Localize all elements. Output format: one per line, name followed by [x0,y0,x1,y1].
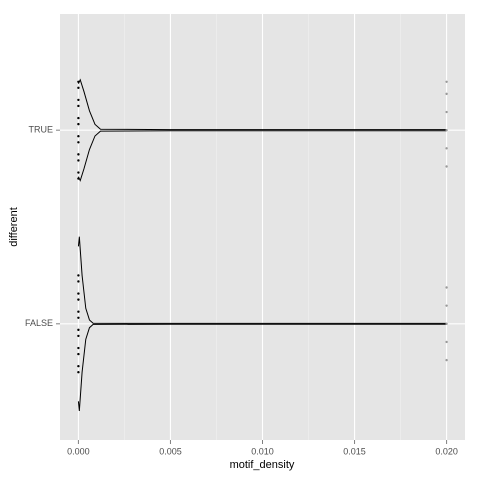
point [445,304,448,307]
point [77,86,80,90]
point [77,159,80,162]
point [77,104,80,108]
point [445,322,448,326]
point [77,346,80,350]
y-tick-label: FALSE [25,318,53,328]
violin-outline [77,323,447,412]
x-axis-title: motif_density [230,459,295,471]
point [77,141,80,144]
x-tick-label: 0.015 [343,446,366,456]
point [77,80,80,83]
point [77,98,80,102]
point [77,371,80,374]
x-tick-label: 0.005 [159,446,182,456]
point [445,358,448,362]
violin-outline [77,130,447,182]
point [77,171,80,174]
point [445,286,448,289]
point [77,328,80,332]
violin-outline [77,78,447,131]
point [77,310,80,313]
point [77,153,80,156]
violin-outline [77,236,447,324]
point [77,280,80,283]
point [77,334,80,338]
point [77,274,80,277]
point [445,92,448,96]
x-tick-label: 0.020 [435,446,458,456]
point [77,177,80,180]
point [77,298,80,301]
point [77,122,80,126]
x-tick-label: 0.000 [67,446,90,456]
point [77,292,80,295]
y-axis-title: different [8,207,20,247]
point [77,352,80,356]
point [445,340,448,344]
point [77,316,80,319]
point [445,165,448,168]
point [445,147,448,150]
point [445,110,448,114]
point [77,364,80,368]
point [77,116,80,120]
point [77,135,80,138]
x-tick-label: 0.010 [251,446,274,456]
point [445,128,448,132]
y-tick-label: TRUE [29,125,54,135]
point [445,80,448,83]
